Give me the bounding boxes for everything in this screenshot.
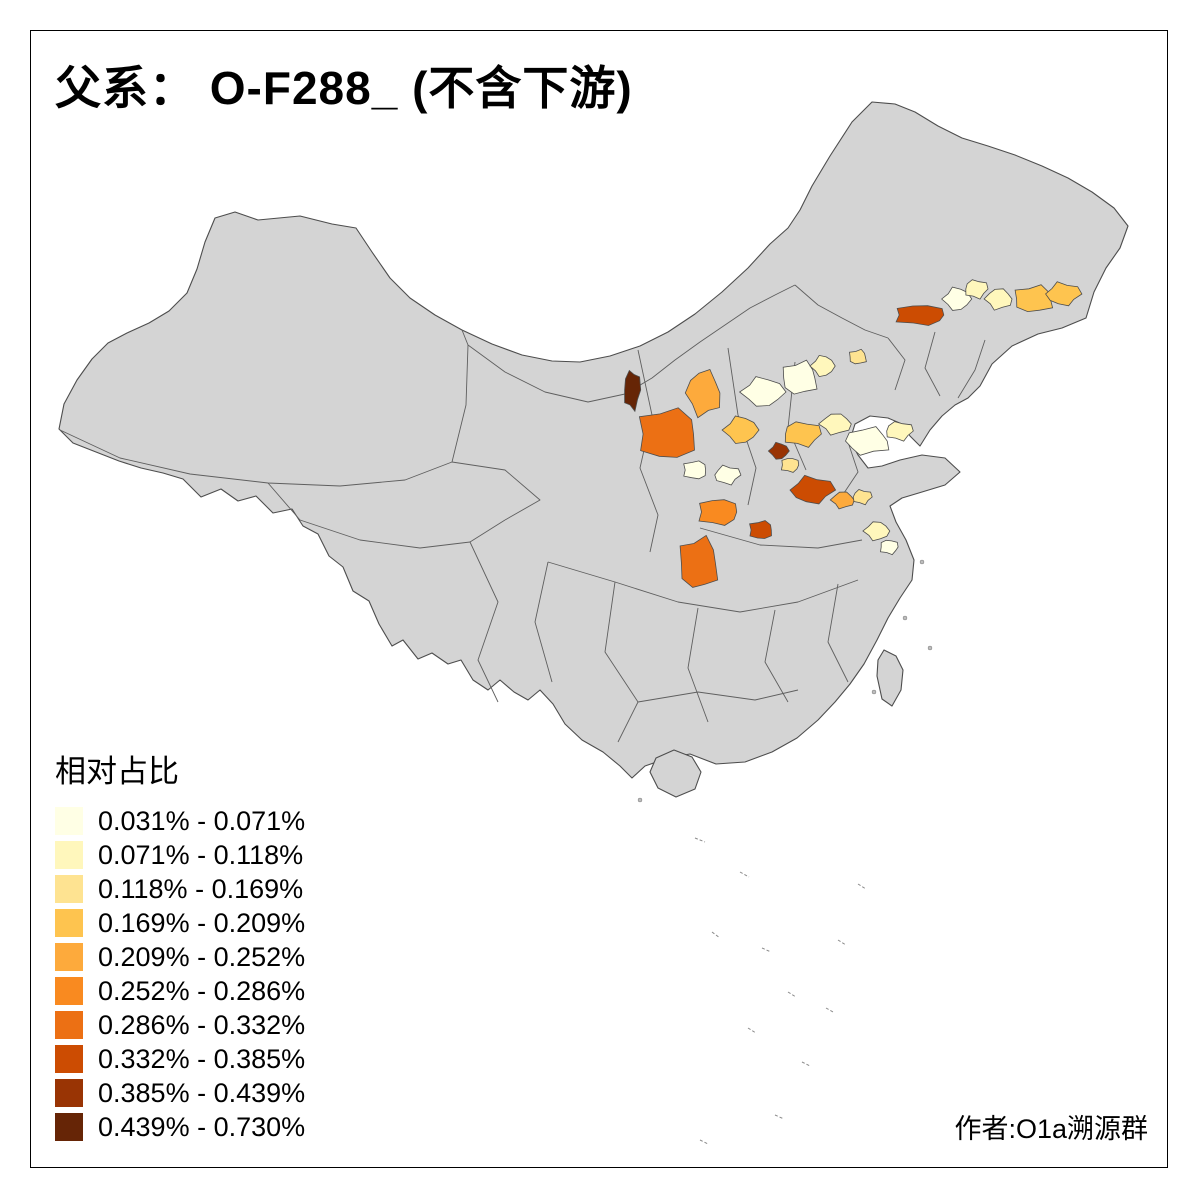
map-region <box>624 369 642 413</box>
map-region <box>782 359 818 395</box>
legend-swatch <box>55 1011 83 1039</box>
map-region <box>1014 284 1054 313</box>
map-region <box>941 286 973 311</box>
map-region <box>738 376 787 407</box>
legend-swatch <box>55 807 83 835</box>
legend-swatch <box>55 977 83 1005</box>
map-region <box>684 369 721 419</box>
legend-label: 0.439% - 0.730% <box>98 1111 306 1142</box>
map-region <box>880 539 899 556</box>
map-region <box>862 521 891 542</box>
author-credit: 作者:O1a溯源群 <box>954 1114 1148 1144</box>
legend-item: 0.031% - 0.071% <box>55 805 306 836</box>
legend-item: 0.332% - 0.385% <box>55 1043 306 1074</box>
legend-title: 相对占比 <box>55 754 179 789</box>
legend-item: 0.071% - 0.118% <box>55 839 305 870</box>
legend-swatch <box>55 841 83 869</box>
map-region <box>965 279 989 300</box>
map-region <box>698 499 738 526</box>
legend-label: 0.332% - 0.385% <box>98 1043 306 1074</box>
province-borders <box>59 284 986 743</box>
map-region <box>721 415 760 444</box>
map-region <box>784 421 822 448</box>
legend-label: 0.031% - 0.071% <box>98 805 306 836</box>
legend-swatch <box>55 1113 83 1141</box>
legend-item: 0.439% - 0.730% <box>55 1111 306 1142</box>
map-region <box>817 413 852 436</box>
legend-label: 0.118% - 0.169% <box>98 873 304 904</box>
taiwan-island <box>876 649 904 707</box>
south-sea-islands <box>694 837 867 1145</box>
legend-item: 0.286% - 0.332% <box>55 1009 306 1040</box>
map-region <box>845 426 890 456</box>
chart-title: 父系： O-F288_ (不含下游) <box>55 62 633 114</box>
coastal-islets <box>637 559 933 803</box>
legend-label: 0.252% - 0.286% <box>98 975 306 1006</box>
map-region <box>809 354 836 378</box>
map-region <box>852 489 873 506</box>
legend-label: 0.169% - 0.209% <box>98 907 306 938</box>
map-region <box>789 474 837 505</box>
map-region <box>767 441 790 460</box>
legend-swatch <box>55 875 83 903</box>
legend-label: 0.071% - 0.118% <box>98 839 304 870</box>
legend-label: 0.209% - 0.252% <box>98 941 306 972</box>
map-region <box>749 520 772 539</box>
map-region <box>638 407 695 458</box>
legend-swatch <box>55 1045 83 1073</box>
map-region <box>849 348 867 365</box>
map-region <box>780 458 800 473</box>
china-mainland <box>58 101 1129 779</box>
map-region <box>895 305 945 326</box>
map-region <box>983 288 1013 311</box>
legend-items: 0.031% - 0.071% 0.071% - 0.118% 0.118% - 0… <box>55 805 306 1142</box>
legend-label: 0.286% - 0.332% <box>98 1009 306 1040</box>
map-region <box>829 491 855 510</box>
legend-swatch <box>55 909 83 937</box>
legend-label: 0.385% - 0.439% <box>98 1077 306 1108</box>
map-region <box>714 464 742 486</box>
choropleth-regions <box>624 279 1083 588</box>
map-region <box>886 421 914 442</box>
legend-item: 0.118% - 0.169% <box>55 873 305 904</box>
legend-item: 0.209% - 0.252% <box>55 941 306 972</box>
legend: 相对占比 0.031% - 0.071% 0.071% - 0.118% 0.118… <box>55 746 305 1147</box>
map-region <box>683 460 707 480</box>
legend-swatch <box>55 1079 83 1107</box>
map-region <box>679 534 719 588</box>
legend-item: 0.169% - 0.209% <box>55 907 306 938</box>
hainan-island <box>649 749 702 798</box>
legend-item: 0.252% - 0.286% <box>55 975 306 1006</box>
map-region <box>1045 281 1083 307</box>
legend-item: 0.385% - 0.439% <box>55 1077 306 1108</box>
legend-swatch <box>55 943 83 971</box>
